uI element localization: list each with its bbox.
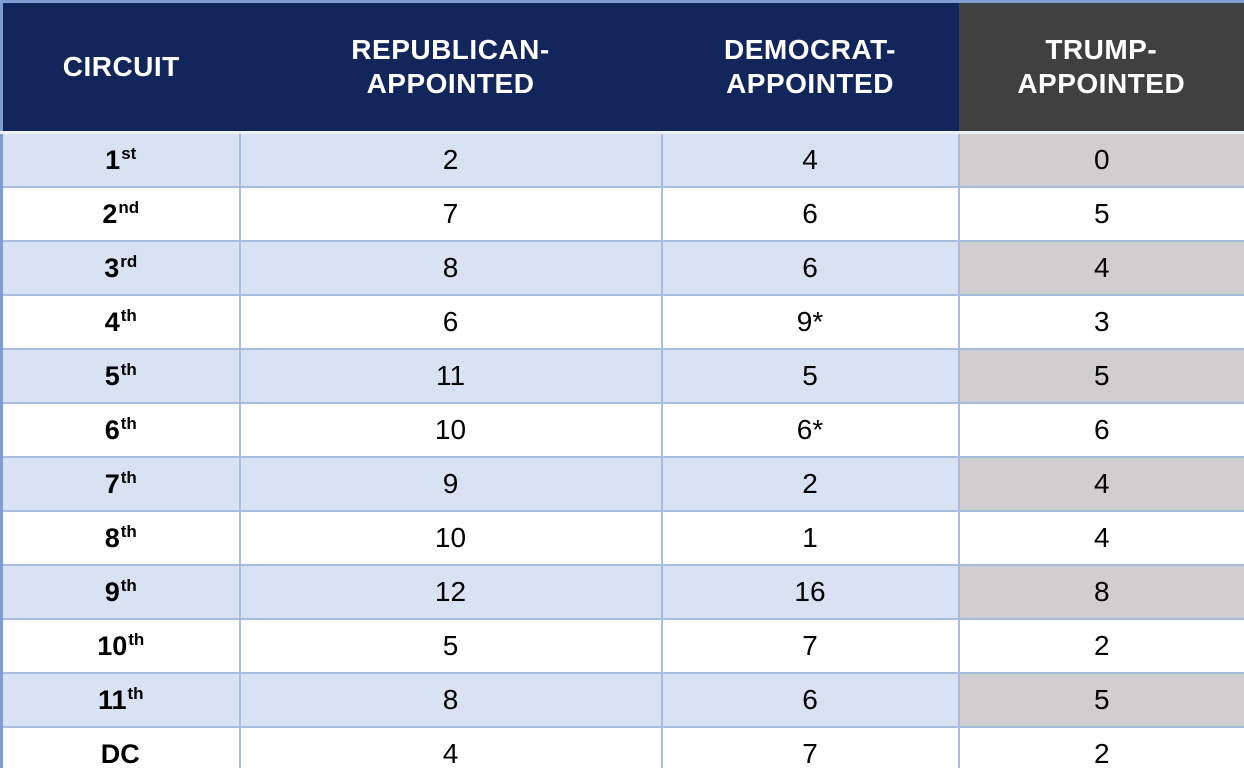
table-row-7th: 7th 9 2 4: [0, 456, 1244, 512]
cell-republican-appointed: 4: [238, 726, 663, 768]
cell-republican-appointed: 9: [238, 456, 663, 512]
cell-democrat-appointed: 9*: [660, 294, 960, 350]
header-row: CIRCUIT REPUBLICAN- APPOINTED DEMOCRAT- AP…: [1, 1, 1244, 134]
cell-circuit: 10th: [0, 618, 241, 674]
table-row-9th: 9th 12 16 8: [0, 564, 1244, 620]
table-row-3rd: 3rd 8 6 4: [0, 240, 1244, 296]
cell-trump-appointed: 4: [957, 456, 1244, 512]
cell-circuit: 6th: [0, 402, 241, 458]
cell-trump-appointed: 4: [957, 510, 1244, 566]
cell-republican-appointed: 7: [238, 186, 663, 242]
cell-republican-appointed: 6: [238, 294, 663, 350]
ordinal-suffix: th: [120, 413, 137, 433]
ordinal-suffix: th: [120, 359, 137, 379]
table-row-1st: 1st 2 4 0: [0, 131, 1244, 188]
table-row-5th: 5th 11 5 5: [0, 348, 1244, 404]
cell-republican-appointed: 11: [238, 348, 663, 404]
header-label: CIRCUIT: [62, 51, 180, 82]
cell-republican-appointed: 12: [238, 564, 663, 620]
cell-trump-appointed: 0: [957, 131, 1244, 188]
cell-circuit: 4th: [0, 294, 241, 350]
cell-circuit: DC: [0, 726, 241, 768]
cell-trump-appointed: 4: [957, 240, 1244, 296]
cell-circuit: 8th: [0, 510, 241, 566]
cell-trump-appointed: 6: [957, 402, 1244, 458]
ordinal-suffix: rd: [120, 251, 138, 271]
cell-democrat-appointed: 6*: [660, 402, 960, 458]
cell-democrat-appointed: 6: [660, 672, 960, 728]
ordinal-suffix: th: [120, 521, 137, 541]
cell-trump-appointed: 2: [957, 726, 1244, 768]
cell-democrat-appointed: 5: [660, 348, 960, 404]
cell-trump-appointed: 5: [957, 186, 1244, 242]
table-row-dc: DC 4 7 2: [0, 726, 1244, 768]
cell-republican-appointed: 2: [238, 131, 663, 188]
cell-circuit: 3rd: [0, 240, 241, 296]
ordinal-suffix: th: [128, 629, 145, 649]
cell-trump-appointed: 2: [957, 618, 1244, 674]
cell-republican-appointed: 5: [238, 618, 663, 674]
table-header: CIRCUIT REPUBLICAN- APPOINTED DEMOCRAT- AP…: [1, 1, 1244, 134]
header-label: REPUBLICAN-: [351, 34, 550, 65]
cell-trump-appointed: 8: [957, 564, 1244, 620]
table-row-6th: 6th 10 6* 6: [0, 402, 1244, 458]
header-label: DEMOCRAT-: [724, 34, 896, 65]
cell-trump-appointed: 5: [957, 348, 1244, 404]
header-label: TRUMP-: [1045, 34, 1158, 65]
column-header-trump-appointed: TRUMP- APPOINTED: [958, 1, 1244, 134]
cell-democrat-appointed: 6: [660, 240, 960, 296]
cell-republican-appointed: 10: [238, 510, 663, 566]
ordinal-suffix: th: [120, 305, 137, 325]
cell-republican-appointed: 8: [238, 672, 663, 728]
column-header-republican-appointed: REPUBLICAN- APPOINTED: [239, 1, 662, 134]
cell-democrat-appointed: 4: [660, 131, 960, 188]
table-row-4th: 4th 6 9* 3: [0, 294, 1244, 350]
ordinal-suffix: st: [121, 143, 137, 163]
table-row-8th: 8th 10 1 4: [0, 510, 1244, 566]
ordinal-suffix: th: [120, 575, 137, 595]
table-row-10th: 10th 5 7 2: [0, 618, 1244, 674]
ordinal-suffix: th: [120, 467, 137, 487]
cell-circuit: 5th: [0, 348, 241, 404]
cell-democrat-appointed: 6: [660, 186, 960, 242]
table-row-2nd: 2nd 7 6 5: [0, 186, 1244, 242]
table-row-11th: 11th 8 6 5: [0, 672, 1244, 728]
cell-trump-appointed: 5: [957, 672, 1244, 728]
cell-circuit: 1st: [0, 131, 241, 188]
cell-democrat-appointed: 16: [660, 564, 960, 620]
cell-democrat-appointed: 2: [660, 456, 960, 512]
cell-circuit: 2nd: [0, 186, 241, 242]
cell-democrat-appointed: 7: [660, 618, 960, 674]
column-header-democrat-appointed: DEMOCRAT- APPOINTED: [661, 1, 959, 134]
column-header-circuit: CIRCUIT: [1, 1, 240, 134]
cell-circuit: 9th: [0, 564, 241, 620]
cell-circuit: 11th: [0, 672, 241, 728]
cell-circuit: 7th: [0, 456, 241, 512]
cell-trump-appointed: 3: [957, 294, 1244, 350]
cell-republican-appointed: 8: [238, 240, 663, 296]
cell-democrat-appointed: 7: [660, 726, 960, 768]
cell-republican-appointed: 10: [238, 402, 663, 458]
ordinal-suffix: th: [127, 683, 144, 703]
cell-democrat-appointed: 1: [660, 510, 960, 566]
table-body: 1st 2 4 0 2nd 7 6 5 3rd 8 6 4 4th 6 9* 3…: [0, 131, 1244, 768]
ordinal-suffix: nd: [118, 197, 140, 217]
